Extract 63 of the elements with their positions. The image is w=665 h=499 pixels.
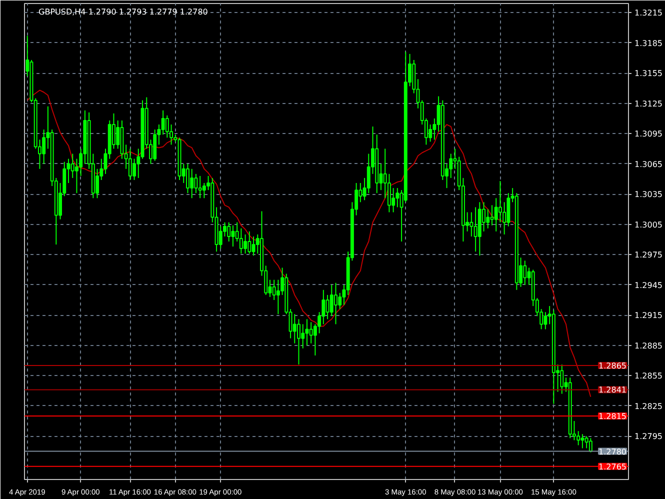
candlestick — [252, 236, 256, 256]
candlestick — [309, 322, 313, 344]
candlestick — [523, 260, 527, 286]
y-tick-label: 1.2855 — [634, 372, 662, 381]
y-tick-label: 1.3095 — [634, 130, 662, 139]
candlestick — [305, 318, 309, 346]
y-tick-label: 1.3005 — [634, 220, 662, 230]
candlestick — [387, 173, 391, 213]
ref-line-label: 1.2815 — [598, 412, 627, 421]
text: GBPUSD,H4 1.2790 1.2793 1.2779 1.2780 — [38, 8, 208, 16]
candlestick — [276, 279, 280, 315]
candlestick — [292, 314, 296, 344]
candlestick — [584, 436, 588, 449]
candlestick — [297, 318, 300, 366]
candlestick — [244, 234, 248, 254]
candlestick — [165, 114, 169, 138]
y-tick-label: 1.3065 — [634, 160, 662, 169]
y-tick-label: 1.3125 — [634, 99, 662, 108]
candlestick — [186, 163, 190, 194]
candlestick — [334, 282, 338, 325]
candlestick — [301, 324, 305, 349]
line-series — [26, 90, 592, 398]
y-tick-label: 1.3155 — [634, 69, 662, 78]
candlestick — [428, 124, 432, 142]
y-tick-label: 1.3185 — [634, 38, 662, 48]
y-tick-label: 1.2945 — [634, 280, 662, 290]
candlestick — [194, 173, 198, 194]
candlestick — [490, 204, 494, 226]
y-tick-label: 1.2795 — [634, 432, 662, 442]
y-tick-label: 1.2915 — [634, 311, 662, 320]
candlestick — [502, 202, 506, 235]
y-tick-label: 1.2825 — [634, 402, 662, 411]
candlestick — [470, 212, 474, 237]
candlestick — [227, 222, 231, 242]
candlestick — [190, 168, 194, 199]
y-tick-label: 1.2975 — [634, 250, 662, 260]
candlestick — [474, 206, 478, 252]
y-tick-label: 1.2885 — [634, 341, 662, 350]
y-tick-label: 1.3035 — [634, 190, 662, 200]
candlestick — [326, 294, 330, 320]
candlestick — [198, 175, 202, 199]
candlestick — [161, 110, 165, 136]
candlestick — [330, 284, 334, 317]
candlestick — [544, 312, 548, 330]
candlestick — [588, 438, 592, 453]
candlestick — [202, 182, 206, 199]
candlestick — [580, 434, 584, 449]
ref-line-label: 1.2765 — [598, 462, 627, 472]
candlestick — [498, 180, 502, 223]
ref-line-label: 1.2841 — [598, 386, 627, 395]
candlestick — [338, 292, 342, 310]
candlestick — [248, 230, 252, 254]
ref-line-label: 1.2865 — [598, 362, 627, 371]
candlestick — [42, 129, 46, 164]
ref-line-label: 1.2780 — [598, 447, 627, 456]
candlestick — [132, 158, 136, 180]
candlestick — [239, 228, 243, 254]
candlestick — [128, 148, 132, 180]
y-tick-label: 1.3215 — [634, 8, 662, 18]
candlestick — [560, 364, 564, 394]
candlestick — [231, 224, 235, 248]
candlestick — [486, 208, 490, 229]
candlestick — [576, 430, 580, 446]
